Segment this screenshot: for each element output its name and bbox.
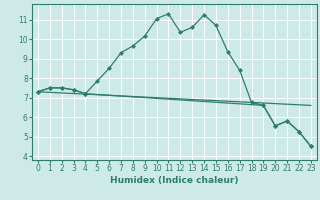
X-axis label: Humidex (Indice chaleur): Humidex (Indice chaleur) [110,176,239,185]
